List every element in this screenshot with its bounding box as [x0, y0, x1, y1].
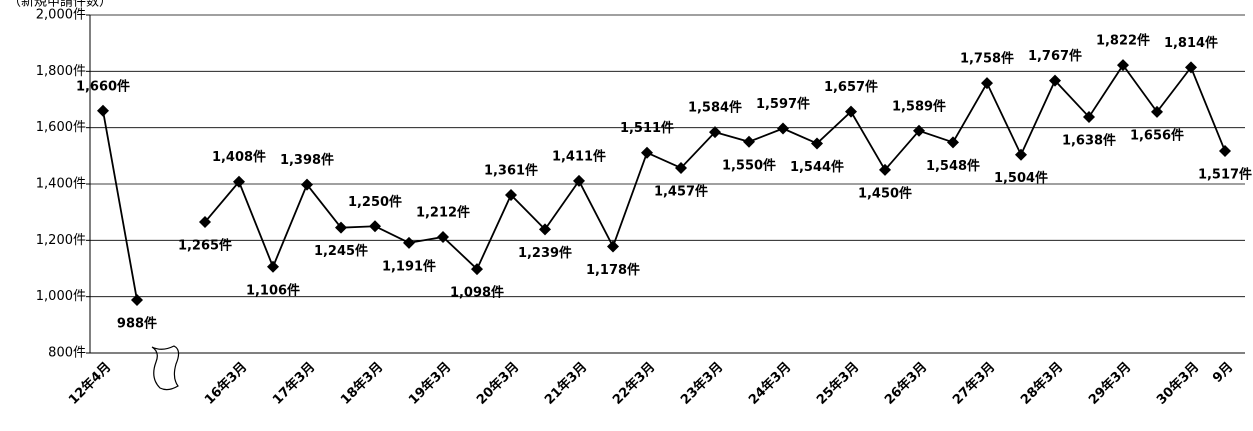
x-tick-label: 25年3月 — [813, 359, 862, 408]
data-point — [607, 240, 619, 253]
x-tick-label: 21年3月 — [541, 359, 590, 408]
data-label: 1,178件 — [586, 262, 640, 278]
data-label: 1,504件 — [994, 170, 1048, 186]
data-point — [709, 126, 721, 139]
data-point — [1049, 74, 1061, 87]
x-tick-label: 16年3月 — [201, 359, 250, 408]
y-tick-label: 1,600件 — [36, 120, 86, 135]
data-label: 1,408件 — [212, 149, 266, 165]
x-tick-label: 30年3月 — [1153, 359, 1202, 408]
data-point — [1185, 61, 1197, 74]
x-tick-label: 26年3月 — [881, 359, 930, 408]
y-tick-label: 1,400件 — [36, 177, 86, 192]
data-label: 1,212件 — [416, 204, 470, 220]
y-tick-label: 1,800件 — [36, 64, 86, 79]
x-tick-label: 17年3月 — [269, 359, 318, 408]
data-point — [1219, 145, 1231, 158]
y-tick-label: 1,200件 — [36, 233, 86, 248]
data-label: 1,098件 — [450, 285, 504, 301]
data-point — [573, 174, 585, 187]
data-label: 1,457件 — [654, 183, 708, 199]
data-point — [233, 175, 245, 188]
data-label: 1,584件 — [688, 100, 742, 116]
x-tick-label: 22年3月 — [609, 359, 658, 408]
x-tick-label: 19年3月 — [405, 359, 454, 408]
data-label: 1,638件 — [1062, 132, 1116, 148]
data-point — [1151, 105, 1163, 118]
data-label: 1,656件 — [1130, 127, 1184, 143]
data-point — [845, 105, 857, 118]
data-point — [301, 178, 313, 191]
data-point — [913, 124, 925, 137]
data-point — [1015, 148, 1027, 161]
data-label: 1,544件 — [790, 159, 844, 175]
data-label: 1,767件 — [1028, 48, 1082, 64]
axis-break — [151, 345, 180, 391]
data-label: 1,548件 — [926, 158, 980, 174]
data-point — [267, 260, 279, 273]
data-point — [981, 77, 993, 90]
data-label: 1,106件 — [246, 282, 300, 298]
data-point — [1083, 110, 1095, 123]
y-tick-label: 800件 — [48, 346, 86, 361]
data-point — [675, 161, 687, 174]
x-tick-label: 23年3月 — [677, 359, 726, 408]
data-point — [743, 135, 755, 148]
data-point — [437, 230, 449, 243]
data-point — [641, 146, 653, 159]
x-tick-label: 20年3月 — [473, 359, 522, 408]
x-tick-label: 9月 — [1210, 360, 1236, 386]
data-label: 1,597件 — [756, 96, 810, 112]
data-label: 1,589件 — [892, 98, 946, 114]
x-tick-label: 24年3月 — [745, 359, 794, 408]
data-point — [335, 221, 347, 234]
x-tick-label: 18年3月 — [337, 359, 386, 408]
data-point — [369, 220, 381, 233]
data-point — [777, 122, 789, 135]
data-label: 1,517件 — [1198, 167, 1252, 183]
data-label: 1,245件 — [314, 243, 368, 259]
x-tick-label: 29年3月 — [1085, 359, 1134, 408]
data-point — [131, 294, 143, 307]
data-point — [1117, 59, 1129, 72]
chart-subtitle: （新規申請件数） — [8, 0, 112, 10]
data-label: 1,450件 — [858, 185, 912, 201]
data-label: 1,398件 — [280, 152, 334, 168]
data-label: 1,239件 — [518, 245, 572, 261]
data-label: 1,411件 — [552, 148, 606, 164]
data-label: 1,191件 — [382, 258, 436, 274]
data-label: 1,657件 — [824, 79, 878, 95]
data-label: 1,822件 — [1096, 33, 1150, 49]
y-tick-label: 2,000件 — [36, 8, 86, 23]
data-point — [811, 137, 823, 150]
data-label: 988件 — [117, 316, 157, 332]
data-point — [471, 263, 483, 276]
data-point — [97, 104, 109, 117]
data-label: 1,361件 — [484, 162, 538, 178]
y-tick-label: 1,000件 — [36, 289, 86, 304]
data-point — [879, 163, 891, 176]
data-point — [947, 136, 959, 149]
x-tick-label: 12年4月 — [65, 359, 114, 408]
data-point — [505, 188, 517, 201]
data-point — [539, 223, 551, 236]
data-label: 1,250件 — [348, 194, 402, 210]
data-label: 1,265件 — [178, 238, 232, 254]
x-tick-label: 27年3月 — [949, 359, 998, 408]
data-label: 1,814件 — [1164, 35, 1218, 51]
data-point — [403, 236, 415, 249]
data-label: 1,758件 — [960, 51, 1014, 67]
x-tick-label: 28年3月 — [1017, 359, 1066, 408]
data-label: 1,660件 — [76, 78, 130, 94]
data-point — [199, 216, 211, 229]
data-label: 1,550件 — [722, 157, 776, 173]
data-label: 1,511件 — [620, 120, 674, 136]
